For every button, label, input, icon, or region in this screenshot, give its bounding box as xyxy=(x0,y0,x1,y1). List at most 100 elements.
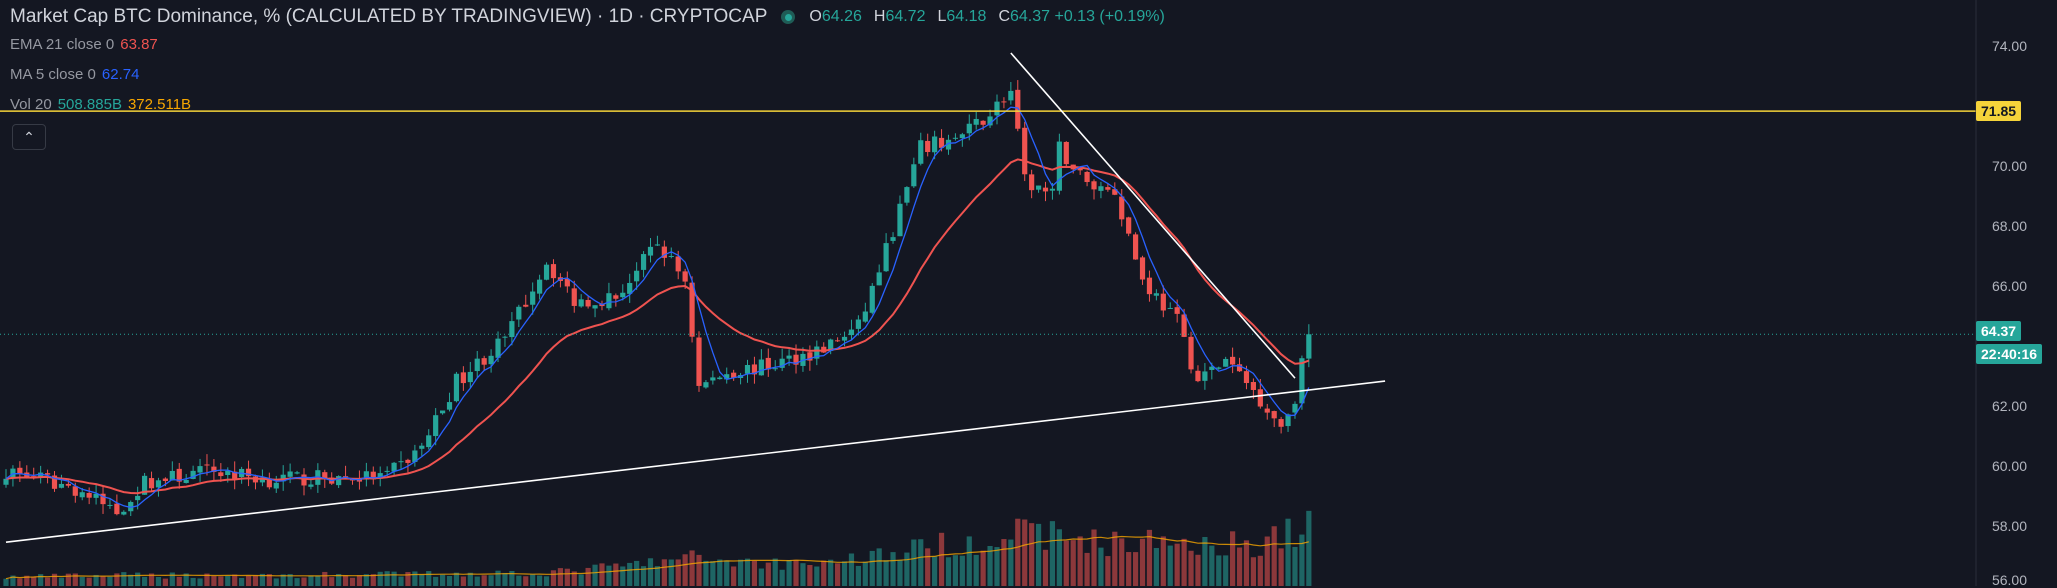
ohlc-low-key: L xyxy=(937,8,947,25)
volume-bar xyxy=(613,563,619,586)
candle xyxy=(1195,365,1201,383)
collapse-legend-button[interactable]: ⌃ xyxy=(12,124,46,150)
candle-body xyxy=(1202,371,1208,381)
last-price-tag: 64.37 xyxy=(1976,321,2022,341)
candle-body xyxy=(405,459,411,463)
candle-body xyxy=(197,466,203,473)
volume-bar xyxy=(128,574,134,586)
candle xyxy=(114,494,120,516)
legend-ema[interactable]: EMA 21 close 0 63.87 xyxy=(10,36,158,53)
legend-volume[interactable]: Vol 20 508.885B 372.511B xyxy=(10,96,191,113)
candle xyxy=(176,462,182,489)
candle-body xyxy=(537,279,543,294)
candle-body xyxy=(1160,293,1166,311)
volume-bar xyxy=(1160,536,1166,586)
candle xyxy=(1105,183,1111,192)
candle-body xyxy=(1278,419,1284,427)
candle-body xyxy=(308,484,314,487)
price-tick: 68.00 xyxy=(1991,218,2027,234)
candle-body xyxy=(516,306,522,320)
volume-bar xyxy=(758,568,764,586)
volume-bar xyxy=(3,578,9,586)
candle-body xyxy=(779,358,785,368)
candle xyxy=(564,271,570,293)
volume-bar xyxy=(661,559,667,586)
volume-bar xyxy=(578,574,584,586)
candle xyxy=(1098,181,1104,199)
candle-body xyxy=(710,377,716,381)
volume-bar xyxy=(890,552,896,586)
volume-bar xyxy=(1029,523,1035,586)
candle xyxy=(1278,416,1284,434)
volume-bar xyxy=(169,572,175,586)
volume-bar xyxy=(370,574,376,586)
candle xyxy=(571,280,577,313)
candle-body xyxy=(786,355,792,359)
symbol-title[interactable]: Market Cap BTC Dominance, % (CALCULATED … xyxy=(10,6,768,27)
candle xyxy=(336,475,342,488)
candle xyxy=(1153,289,1159,301)
candle xyxy=(779,348,785,372)
volume-bar xyxy=(744,558,751,586)
volume-bar xyxy=(239,577,245,586)
volume-bar xyxy=(710,561,716,586)
candle-body xyxy=(571,288,577,306)
volume-bar xyxy=(848,553,855,586)
candle-body xyxy=(634,270,640,282)
candle xyxy=(1022,121,1028,182)
candle xyxy=(613,293,619,307)
candle-body xyxy=(58,483,65,488)
candle xyxy=(627,273,633,303)
candle xyxy=(1001,97,1007,109)
candle-body xyxy=(1230,356,1236,365)
candle xyxy=(1084,170,1090,187)
candle-body xyxy=(412,450,418,463)
ohlc-high-value: 64.72 xyxy=(885,8,926,25)
candle-body xyxy=(211,466,217,472)
market-status-icon[interactable] xyxy=(781,10,796,24)
volume-bar xyxy=(703,560,709,586)
ohlc-high-key: H xyxy=(873,8,886,25)
candle xyxy=(211,459,217,482)
volume-bar xyxy=(433,576,439,586)
candle-body xyxy=(1084,171,1090,183)
candle xyxy=(516,304,522,328)
volume-bar xyxy=(183,573,189,586)
candle xyxy=(51,471,58,492)
candle-body xyxy=(835,340,841,342)
volume-bar xyxy=(176,576,182,586)
candle-body xyxy=(1091,181,1097,190)
volume-bar xyxy=(1299,534,1305,586)
price-tick: 56.00 xyxy=(1991,572,2027,588)
candle xyxy=(814,340,820,366)
candle xyxy=(197,458,203,482)
volume-bar xyxy=(294,578,300,586)
candle-body xyxy=(266,478,272,488)
volume-bar xyxy=(634,560,640,586)
candle-body xyxy=(904,187,910,203)
candle xyxy=(502,335,508,347)
candle-body xyxy=(530,291,536,305)
candle-body xyxy=(758,359,764,376)
candle xyxy=(786,349,792,366)
volume-bar xyxy=(65,573,71,586)
hline-price-tag[interactable]: 71.85 xyxy=(1976,101,2022,121)
candle-body xyxy=(1139,257,1146,280)
volume-bar xyxy=(800,563,806,586)
candle xyxy=(945,134,952,155)
volume-ma-line xyxy=(5,535,1309,580)
volume-bar xyxy=(737,559,744,586)
candle xyxy=(79,487,85,501)
candle-body xyxy=(72,486,78,496)
volume-bar xyxy=(550,570,557,586)
candle-body xyxy=(225,470,231,476)
legend-ma[interactable]: MA 5 close 0 62.74 xyxy=(10,66,139,83)
candle-body xyxy=(280,474,286,482)
volume-bar xyxy=(987,545,993,586)
volume-bar xyxy=(31,576,37,586)
ohlc-close-key: C xyxy=(998,8,1010,25)
candle xyxy=(599,300,605,311)
candle-body xyxy=(640,254,647,270)
candle xyxy=(973,111,979,130)
